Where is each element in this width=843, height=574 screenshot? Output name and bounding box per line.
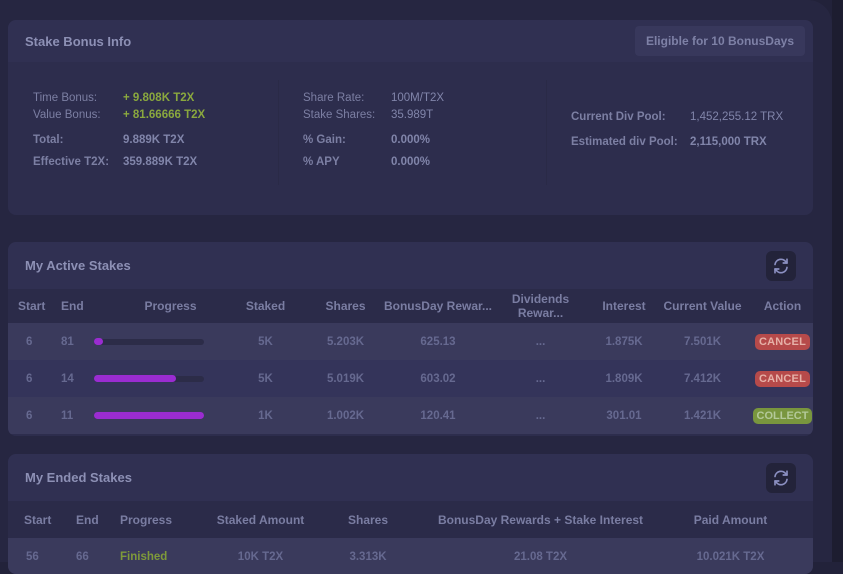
status-finished: Finished: [120, 550, 168, 563]
col-current-value[interactable]: Current Value: [663, 299, 742, 313]
progress-bar: [94, 375, 223, 382]
time-bonus-label: Time Bonus:: [33, 92, 98, 104]
card-header: My Active Stakes: [8, 242, 813, 289]
cancel-button[interactable]: CANCEL: [754, 370, 811, 387]
cell-end: 11: [61, 409, 74, 422]
ended-stakes-card: My Ended Stakes Start End Progress Stake…: [8, 454, 813, 574]
divider: [278, 80, 279, 185]
table-header: Start End Progress Staked Amount Shares …: [8, 501, 813, 538]
divider: [546, 80, 547, 185]
stake-shares-label: Stake Shares:: [303, 109, 376, 121]
col-start[interactable]: Start: [24, 512, 52, 527]
col-start[interactable]: Start: [18, 299, 46, 313]
apy-label: % APY: [303, 156, 340, 168]
cell-staked: 1K: [258, 409, 273, 422]
col-end[interactable]: End: [76, 512, 99, 527]
cell-bonusday: 625.13: [420, 335, 456, 348]
cell-shares: 3.313K: [349, 550, 387, 563]
table-header: Start End Progress Staked Shares BonusDa…: [8, 289, 813, 323]
col-dividends-rewards[interactable]: Dividends Rewar...: [511, 292, 570, 320]
estimated-div-pool-label: Estimated div Pool:: [571, 136, 678, 148]
col-bonusday-rewards[interactable]: BonusDay Rewar...: [383, 299, 493, 313]
cell-interest: 1.809K: [605, 372, 643, 385]
cell-current-value: 1.421K: [683, 409, 722, 422]
value-bonus-value: + 81.66666 T2X: [123, 109, 206, 121]
refresh-icon: [774, 469, 788, 486]
active-stakes-card: My Active Stakes Start End Progress Stak…: [8, 242, 813, 436]
cell-staked: 5K: [258, 372, 273, 385]
cell-start: 56: [26, 550, 39, 563]
cell-staked-amount: 10K T2X: [237, 550, 284, 563]
share-rate-value: 100M/T2X: [391, 92, 445, 104]
gain-label: % Gain:: [303, 134, 346, 146]
col-staked[interactable]: Staked: [245, 299, 286, 313]
col-progress[interactable]: Progress: [120, 512, 173, 527]
cell-rewards: 21.08 T2X: [513, 550, 568, 563]
col-interest[interactable]: Interest: [602, 299, 646, 313]
cell-start: 6: [26, 409, 33, 422]
time-bonus-value: + 9.808K T2X: [123, 92, 195, 104]
col-shares[interactable]: Shares: [325, 299, 366, 313]
card-header: Stake Bonus Info Eligible for 10 BonusDa…: [8, 20, 813, 62]
cell-bonusday: 120.41: [420, 409, 456, 422]
effective-t2x-label: Effective T2X:: [33, 156, 110, 168]
table-row: 56 66 Finished 10K T2X 3.313K 21.08 T2X …: [8, 538, 813, 574]
cell-staked: 5K: [258, 335, 273, 348]
refresh-active-button[interactable]: [766, 250, 796, 281]
card-title: My Active Stakes: [25, 258, 131, 273]
col-progress[interactable]: Progress: [144, 299, 197, 313]
progress-bar: [94, 338, 223, 345]
refresh-icon: [774, 257, 788, 274]
col-shares[interactable]: Shares: [347, 512, 389, 527]
cell-interest: 301.01: [606, 409, 642, 422]
cell-dividends: ...: [535, 409, 546, 422]
cell-current-value: 7.412K: [683, 372, 722, 385]
stake-shares-value: 35.989T: [391, 109, 434, 121]
total-label: Total:: [33, 134, 64, 146]
gain-value: 0.000%: [391, 134, 431, 146]
estimated-div-pool-value: 2,115,000 TRX: [690, 136, 767, 148]
bonus-days-badge: Eligible for 10 BonusDays: [634, 26, 805, 56]
cancel-button[interactable]: CANCEL: [754, 333, 811, 350]
cell-paid-amount: 10.021K T2X: [696, 550, 765, 563]
cell-dividends: ...: [535, 372, 546, 385]
table-row: 6 81 5K 5.203K 625.13 ... 1.875K 7.501K …: [8, 323, 813, 360]
effective-t2x-value: 359.889K T2X: [123, 156, 198, 168]
total-value: 9.889K T2X: [123, 134, 185, 146]
col-rewards-interest[interactable]: BonusDay Rewards + Stake Interest: [437, 512, 644, 527]
stake-bonus-info-card: Stake Bonus Info Eligible for 10 BonusDa…: [8, 20, 813, 215]
col-end[interactable]: End: [61, 299, 84, 313]
progress-bar: [94, 412, 223, 419]
scrollbar-track[interactable]: [832, 0, 843, 562]
collect-button[interactable]: COLLECT: [752, 407, 813, 424]
col-action[interactable]: Action: [763, 299, 802, 313]
cell-end: 81: [61, 335, 74, 348]
share-rate-label: Share Rate:: [303, 92, 365, 104]
cell-shares: 1.002K: [326, 409, 365, 422]
table-row: 6 14 5K 5.019K 603.02 ... 1.809K 7.412K …: [8, 360, 813, 397]
cell-shares: 5.203K: [326, 335, 365, 348]
cell-end: 14: [61, 372, 74, 385]
card-title: Stake Bonus Info: [25, 33, 132, 49]
apy-value: 0.000%: [391, 156, 431, 168]
cell-end: 66: [76, 550, 89, 563]
cell-shares: 5.019K: [326, 372, 365, 385]
current-div-pool-value: 1,452,255.12 TRX: [690, 111, 784, 123]
refresh-ended-button[interactable]: [766, 462, 796, 493]
card-header: My Ended Stakes: [8, 454, 813, 501]
cell-interest: 1.875K: [605, 335, 643, 348]
cell-start: 6: [26, 372, 33, 385]
value-bonus-label: Value Bonus:: [33, 109, 101, 121]
current-div-pool-label: Current Div Pool:: [571, 111, 666, 123]
card-title: My Ended Stakes: [25, 470, 132, 485]
col-paid-amount[interactable]: Paid Amount: [693, 512, 768, 527]
col-staked-amount[interactable]: Staked Amount: [216, 512, 305, 527]
cell-start: 6: [26, 335, 33, 348]
cell-current-value: 7.501K: [683, 335, 722, 348]
cell-bonusday: 603.02: [420, 372, 456, 385]
table-row: 6 11 1K 1.002K 120.41 ... 301.01 1.421K …: [8, 397, 813, 434]
info-body: Time Bonus: + 9.808K T2X Value Bonus: + …: [8, 62, 813, 215]
cell-dividends: ...: [535, 335, 546, 348]
